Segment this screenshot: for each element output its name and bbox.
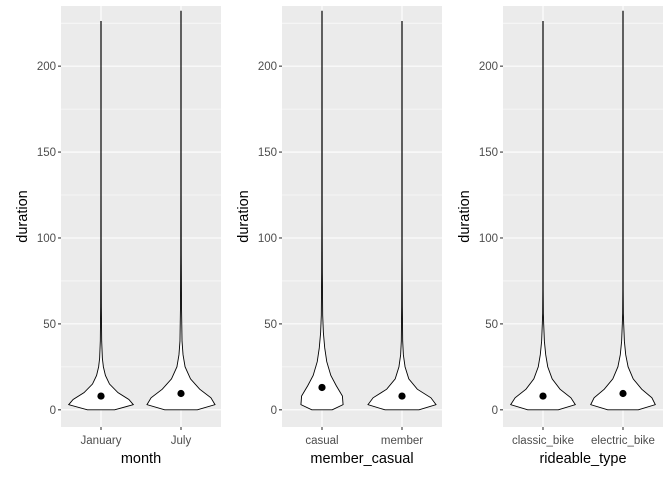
x-tick-label: electric_bike	[591, 435, 655, 447]
y-tick-label: 200	[37, 61, 56, 73]
y-tick-label: 0	[492, 405, 498, 417]
x-tick-label: July	[171, 435, 192, 447]
x-axis-title: rideable_type	[539, 451, 626, 467]
y-tick-label: 150	[258, 147, 277, 159]
panel-1: 0 50 100 150 200 January July month duration	[15, 6, 221, 467]
y-tick-label: 50	[264, 319, 277, 331]
panel-2: 0 50 100 150 200 casual member member_casual dur…	[236, 6, 442, 467]
x-axis-title: month	[121, 451, 161, 467]
panel-background	[503, 6, 663, 427]
y-tick-label: 100	[479, 233, 498, 245]
violin-July	[146, 10, 216, 411]
x-tick-label: member	[381, 435, 423, 447]
violin-member	[367, 21, 437, 411]
mean-point-member	[398, 392, 406, 400]
violin-classic_bike	[509, 21, 577, 411]
mean-point-casual	[318, 383, 326, 392]
y-tick-label: 0	[50, 405, 56, 417]
y-axis-title: duration	[15, 190, 31, 242]
y-tick-label: 150	[479, 147, 498, 159]
mean-point-January	[97, 392, 105, 400]
y-tick-label: 50	[485, 319, 498, 331]
y-tick-label: 200	[258, 61, 277, 73]
panel-3: 0 50 100 150 200 classic_bike electric_bikerid…	[457, 6, 663, 467]
mean-point-electric_bike	[619, 389, 627, 398]
x-tick-label: January	[81, 435, 122, 447]
y-axis-title: duration	[236, 190, 252, 242]
mean-point-July	[177, 389, 185, 398]
x-tick-label: classic_bike	[512, 435, 574, 447]
y-tick-label: 50	[43, 319, 56, 331]
violin-casual	[300, 10, 344, 411]
y-tick-label: 0	[271, 405, 277, 417]
mean-point-classic_bike	[539, 392, 547, 400]
violin-January	[67, 21, 135, 411]
y-axis-title: duration	[457, 190, 473, 242]
violin-electric_bike	[590, 10, 656, 411]
y-tick-label: 200	[479, 61, 498, 73]
x-axis-title: member_casual	[310, 451, 413, 467]
panel-background	[61, 6, 221, 427]
y-tick-label: 150	[37, 147, 56, 159]
y-tick-label: 100	[37, 233, 56, 245]
panel-background	[282, 6, 442, 427]
x-tick-label: casual	[305, 435, 338, 447]
y-tick-label: 100	[258, 233, 277, 245]
